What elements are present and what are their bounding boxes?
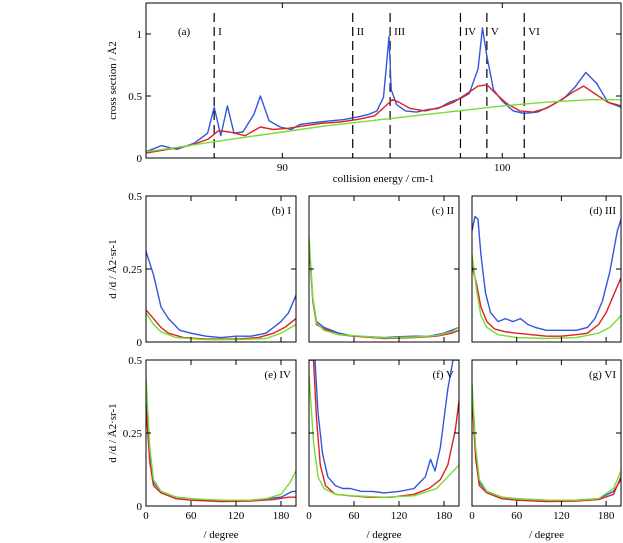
series-green-line bbox=[146, 99, 621, 153]
x-tick-label: 60 bbox=[349, 510, 361, 522]
series-blue-line bbox=[472, 389, 621, 501]
series-green-line bbox=[146, 312, 296, 341]
panel-label: (b) I bbox=[272, 205, 292, 217]
x-axis-label: / degree bbox=[203, 529, 238, 541]
panel-label: (c) II bbox=[432, 205, 455, 217]
x-tick-label: 180 bbox=[436, 510, 453, 522]
x-tick-label: 90 bbox=[277, 162, 289, 174]
y-tick-label: 0.25 bbox=[123, 264, 143, 276]
plot-frame bbox=[308, 195, 460, 343]
panel-label: (e) IV bbox=[264, 369, 291, 381]
y-axis-label: d /d / Å2·sr-1 bbox=[107, 239, 119, 298]
series-red-line bbox=[146, 84, 621, 154]
marker-label-4: IV bbox=[464, 26, 476, 38]
x-axis-label: / degree bbox=[529, 529, 564, 541]
y-tick-label: 0.5 bbox=[128, 91, 142, 103]
y-axis-label: d /d / Å2·sr-1 bbox=[107, 403, 119, 462]
panel-b: 0 0.25 0.5 (b) I d /d / Å2·sr-1 bbox=[107, 191, 297, 349]
panel-label: (a) bbox=[178, 26, 191, 38]
plot-frame bbox=[471, 359, 622, 507]
series-group bbox=[146, 377, 296, 503]
series-group bbox=[309, 360, 459, 498]
series-group bbox=[146, 27, 621, 154]
y-tick-label: 0.5 bbox=[128, 355, 142, 367]
y-tick-label: 0 bbox=[137, 153, 143, 165]
series-group bbox=[146, 251, 296, 341]
series-green-line bbox=[472, 254, 621, 340]
x-tick-label: 60 bbox=[186, 510, 198, 522]
x-tick-label: 180 bbox=[598, 510, 615, 522]
y-tick-label: 0.25 bbox=[123, 428, 143, 440]
panel-label: (d) III bbox=[589, 205, 616, 217]
series-green-line bbox=[146, 377, 296, 501]
x-tick-label: 120 bbox=[553, 510, 570, 522]
series-blue-line bbox=[309, 239, 459, 339]
x-tick-label: 60 bbox=[511, 510, 523, 522]
series-red-line bbox=[472, 265, 621, 337]
x-tick-label: 120 bbox=[228, 510, 245, 522]
series-green-line bbox=[309, 374, 459, 498]
plot-frame bbox=[145, 2, 622, 159]
series-group bbox=[472, 383, 621, 503]
marker-label-2: II bbox=[357, 26, 365, 38]
y-tick-label: 0 bbox=[137, 337, 143, 349]
x-axis-label: collision energy / cm-1 bbox=[333, 173, 435, 185]
series-blue-line bbox=[309, 360, 459, 494]
series-red-line bbox=[472, 394, 621, 503]
x-axis-label: / degree bbox=[366, 529, 401, 541]
panel-f: 0 60 120 180 (f) V / degree bbox=[306, 359, 460, 541]
marker-label-6: VI bbox=[528, 26, 540, 38]
x-tick-label: 0 bbox=[306, 510, 312, 522]
x-tick-label: 100 bbox=[494, 162, 511, 174]
x-tick-label: 120 bbox=[391, 510, 408, 522]
series-group bbox=[472, 215, 621, 340]
series-blue-line bbox=[146, 251, 296, 339]
plot-frame bbox=[145, 195, 297, 343]
marker-label-5: V bbox=[491, 26, 499, 38]
series-red-line bbox=[309, 242, 459, 340]
marker-label-1: I bbox=[218, 26, 222, 38]
series-red-line bbox=[146, 406, 296, 503]
panel-label: (f) V bbox=[433, 369, 455, 381]
series-blue-line bbox=[472, 215, 621, 331]
series-green-line bbox=[309, 236, 459, 339]
panel-label: (g) VI bbox=[589, 369, 616, 381]
x-tick-label: 0 bbox=[143, 510, 149, 522]
series-blue-line bbox=[146, 400, 296, 502]
y-tick-label: 0.5 bbox=[128, 191, 142, 203]
panel-d: (d) III bbox=[471, 195, 622, 343]
series-group bbox=[309, 236, 459, 340]
series-blue-line bbox=[146, 27, 621, 153]
x-tick-label: 0 bbox=[469, 510, 475, 522]
panel-g: 0 60 120 180 (g) VI / degree bbox=[469, 359, 622, 541]
y-axis-label: cross section / Å2 bbox=[107, 41, 119, 120]
x-tick-label: 180 bbox=[273, 510, 290, 522]
marker-label-3: III bbox=[394, 26, 405, 38]
y-tick-label: 0 bbox=[137, 501, 143, 513]
panel-c: (c) II bbox=[308, 195, 460, 343]
panel-e: 0 0.25 0.5 0 60 120 180 (e) IV / degree d /d / Å2… bbox=[107, 355, 297, 541]
plot-frame bbox=[308, 359, 460, 507]
plot-frame bbox=[145, 359, 297, 507]
plot-frame bbox=[471, 195, 622, 343]
y-tick-label: 1 bbox=[137, 29, 143, 41]
series-green-line bbox=[472, 383, 621, 501]
